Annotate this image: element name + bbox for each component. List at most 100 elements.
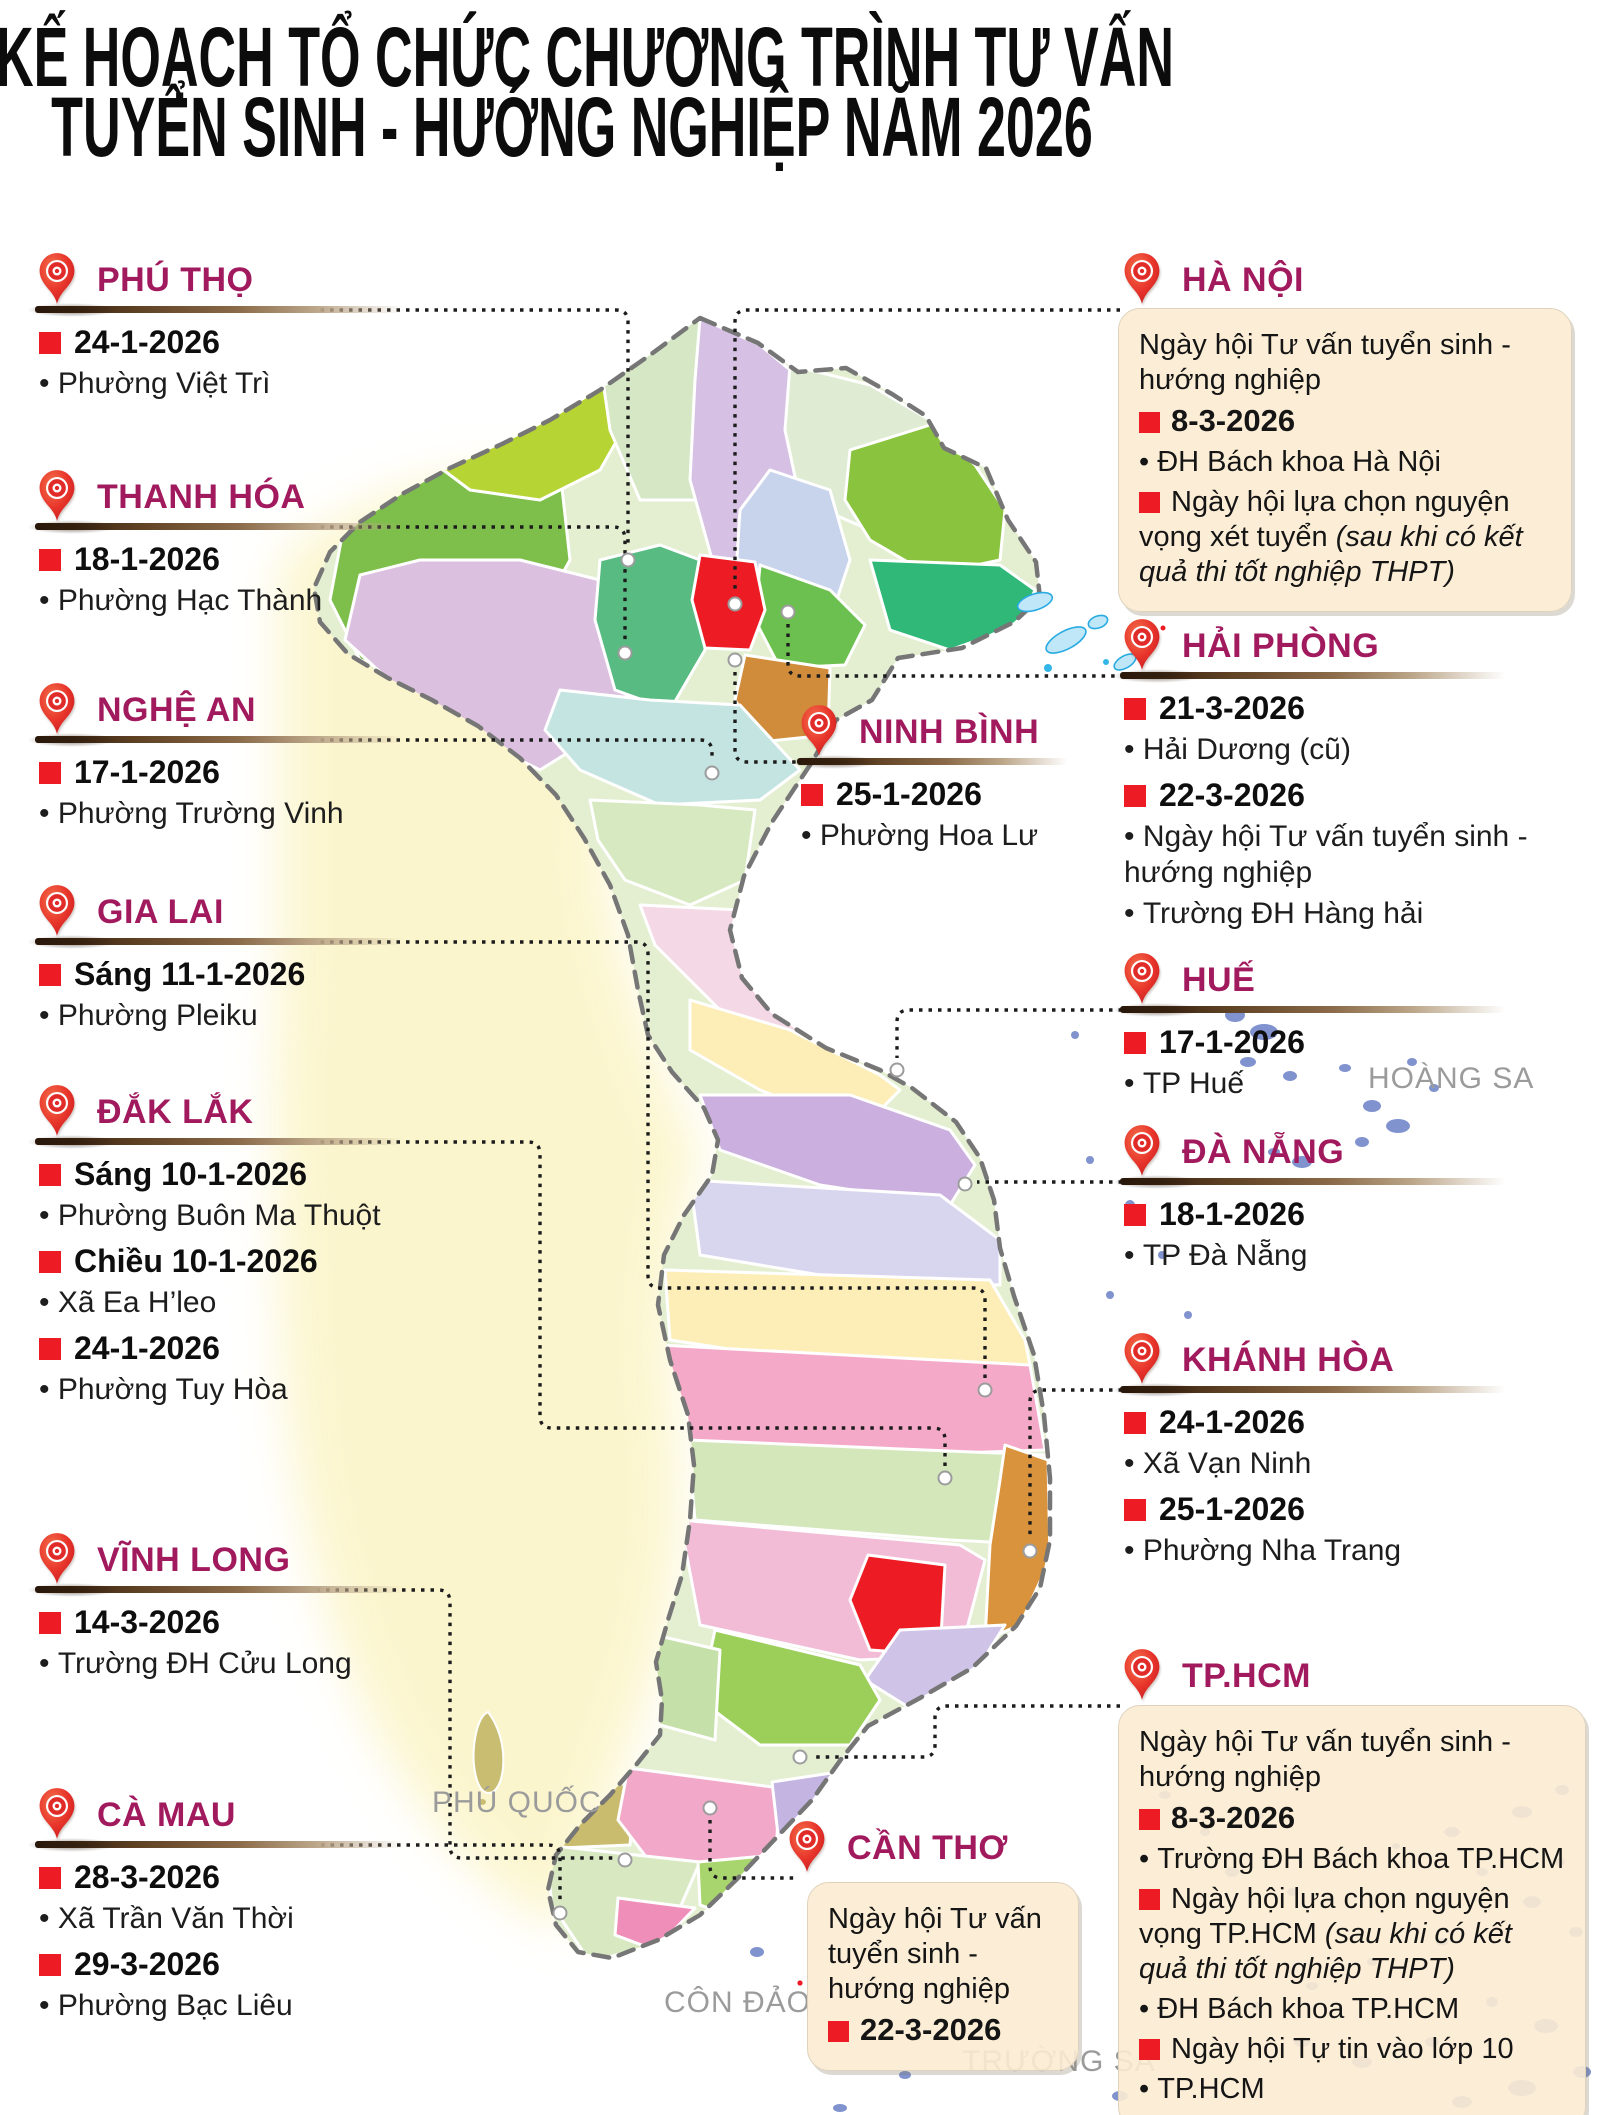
map-pin-icon — [1118, 617, 1166, 675]
red-square-bullet — [1124, 784, 1146, 807]
event-venue: TP Huế — [1124, 1066, 1588, 1102]
event-date: 25-1-2026 — [801, 776, 1125, 813]
province-name: PHÚ THỌ — [97, 260, 254, 299]
callout-da-nang: ĐÀ NẴNG 18-1-2026 TP Đà Nẵng — [1112, 1122, 1590, 1274]
red-square-bullet — [1139, 1889, 1160, 1910]
red-square-bullet — [39, 548, 61, 571]
province-name: CẦN THƠ — [847, 1828, 1008, 1867]
event-date: 8-3-2026 — [1139, 403, 1551, 440]
callout-vinh-long: VĨNH LONG 14-3-2026 Trường ĐH Cửu Long — [27, 1530, 485, 1682]
event-title: Ngày hội Tư vấn tuyển sinh - hướng nghiệ… — [1139, 329, 1511, 396]
event-venue: Phường Buôn Ma Thuột — [39, 1198, 483, 1234]
event-venue: Phường Pleiku — [39, 998, 483, 1034]
map-pin-icon — [1118, 1331, 1166, 1389]
event-venue: Phường Tuy Hòa — [39, 1372, 483, 1408]
callout-nghe-an: NGHỆ AN 17-1-2026 Phường Trường Vinh — [27, 680, 485, 832]
event-venue: Trường ĐH Cửu Long — [39, 1646, 483, 1682]
event-date: 24-1-2026 — [39, 324, 483, 361]
event-date: 24-1-2026 — [39, 1330, 483, 1367]
event-extra: Ngày hội lựa chọn nguyện vọng TP.HCM (sa… — [1139, 1883, 1512, 1985]
red-square-bullet — [39, 1250, 61, 1273]
location-dots — [552, 552, 1038, 1921]
red-square-bullet — [1124, 1498, 1146, 1521]
province-name: VĨNH LONG — [97, 1540, 291, 1579]
event-venue: ĐH Bách khoa TP.HCM — [1139, 1992, 1565, 2027]
province-name: ĐẮK LẮK — [97, 1092, 254, 1131]
divider-line — [27, 935, 485, 949]
red-square-bullet — [1124, 1203, 1146, 1226]
province-name: CÀ MAU — [97, 1795, 236, 1834]
event-date: 28-3-2026 — [39, 1859, 483, 1896]
map-pin-icon — [795, 703, 843, 761]
divider-line — [789, 755, 1127, 769]
island-con-dao — [750, 1947, 803, 1986]
divider-line — [1112, 1383, 1590, 1397]
event-date: Sáng 10-1-2026 — [39, 1156, 483, 1193]
tphcm-info-box: Ngày hội Tư vấn tuyển sinh - hướng nghiệ… — [1118, 1705, 1586, 2115]
province-name: NINH BÌNH — [859, 712, 1040, 751]
callout-tphcm: TP.HCM — [1118, 1646, 1588, 1706]
divider-line — [1112, 1003, 1590, 1017]
event-venue: Phường Việt Trì — [39, 366, 483, 402]
event-date: Chiều 10-1-2026 — [39, 1243, 483, 1280]
callout-ha-noi: HÀ NỘI — [1118, 250, 1588, 310]
event-extra: Ngày hội Tự tin vào lớp 10 — [1139, 2032, 1565, 2067]
event-date: 29-3-2026 — [39, 1946, 483, 1983]
divider-line — [1112, 669, 1590, 683]
event-extra: Ngày hội lựa chọn nguyện vọng xét tuyển … — [1139, 486, 1523, 588]
sea-label-con-dao: CÔN ĐẢO — [664, 1986, 812, 2019]
event-venue: Phường Trường Vinh — [39, 796, 483, 832]
event-venue: Phường Hạc Thành — [39, 583, 483, 619]
divider-line — [27, 303, 485, 317]
event-title: Ngày hội Tư vấn tuyển sinh - hướng nghiệ… — [1139, 1726, 1511, 1793]
event-venue: Trường ĐH Bách khoa TP.HCM — [1139, 1842, 1565, 1877]
event-venue: Xã Trần Văn Thời — [39, 1901, 483, 1937]
province-name: GIA LAI — [97, 892, 224, 931]
event-date: 14-3-2026 — [39, 1604, 483, 1641]
map-pin-icon — [1118, 951, 1166, 1009]
province-name: THANH HÓA — [97, 477, 306, 516]
event-date: 17-1-2026 — [1124, 1024, 1588, 1061]
event-date: 18-1-2026 — [39, 541, 483, 578]
callout-hai-phong: HẢI PHÒNG 21-3-2026 Hải Dương (cũ) 22-3-… — [1112, 616, 1590, 932]
map-pin-icon — [33, 251, 81, 309]
red-square-bullet — [1139, 492, 1160, 513]
province-name: KHÁNH HÒA — [1182, 1340, 1395, 1379]
red-square-bullet — [39, 1953, 61, 1976]
province-name: ĐÀ NẴNG — [1182, 1132, 1345, 1171]
event-venue: Phường Bạc Liêu — [39, 1988, 483, 2024]
event-venue: Xã Ea H’leo — [39, 1285, 483, 1321]
callout-thanh-hoa: THANH HÓA 18-1-2026 Phường Hạc Thành — [27, 467, 485, 619]
map-pin-icon — [1118, 1647, 1166, 1705]
divider-line — [27, 1135, 485, 1149]
page-title-line-2: TUYỂN SINH - HƯỚNG NGHIỆP NĂM 2026 — [51, 80, 1093, 174]
red-square-bullet — [1124, 1031, 1146, 1054]
event-venue: Hải Dương (cũ) — [1124, 732, 1588, 768]
event-date: 25-1-2026 — [1124, 1491, 1588, 1528]
event-venue: TP.HCM — [1139, 2072, 1565, 2107]
red-square-bullet — [39, 1163, 61, 1186]
red-square-bullet — [39, 1866, 61, 1889]
callout-ca-mau: CÀ MAU 28-3-2026 Xã Trần Văn Thời 29-3-2… — [27, 1785, 485, 2024]
red-square-bullet — [801, 783, 823, 806]
ha-noi-info-box: Ngày hội Tư vấn tuyển sinh - hướng nghiệ… — [1118, 308, 1572, 612]
red-square-bullet — [1139, 2039, 1160, 2060]
event-venue: ĐH Bách khoa Hà Nội — [1139, 445, 1551, 480]
page-title-line-1: KẾ HOẠCH TỔ CHỨC CHƯƠNG TRÌNH TƯ VẤN — [0, 10, 1175, 104]
red-square-bullet — [1124, 1411, 1146, 1434]
map-pin-icon — [33, 1531, 81, 1589]
can-tho-info-box: Ngày hội Tư vấn tuyển sinh - hướng nghiệ… — [807, 1882, 1079, 2071]
map-pin-icon — [33, 1083, 81, 1141]
map-pin-icon — [1118, 251, 1166, 309]
red-square-bullet — [1124, 697, 1146, 720]
province-name: HẢI PHÒNG — [1182, 626, 1380, 665]
callout-dak-lak: ĐẮK LẮK Sáng 10-1-2026 Phường Buôn Ma Th… — [27, 1082, 485, 1408]
red-square-bullet — [828, 2021, 849, 2042]
event-date: 8-3-2026 — [1139, 1800, 1565, 1837]
event-date: 17-1-2026 — [39, 754, 483, 791]
callout-phu-tho: PHÚ THỌ 24-1-2026 Phường Việt Trì — [27, 250, 485, 402]
red-square-bullet — [1139, 412, 1160, 433]
province-name: HÀ NỘI — [1182, 260, 1304, 299]
island-group-ha-long — [1016, 591, 1166, 672]
